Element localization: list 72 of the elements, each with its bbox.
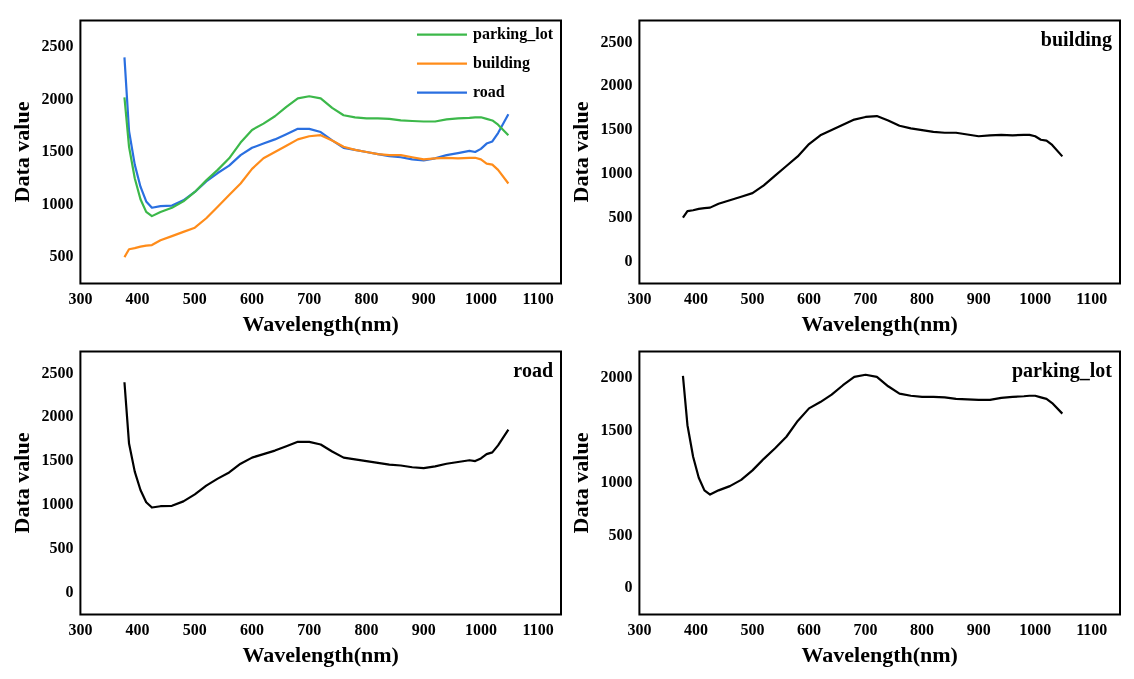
y-axis-title: Data value — [8, 432, 34, 534]
legend-label: building — [472, 53, 530, 72]
x-tick-label: 700 — [297, 621, 322, 639]
x-tick-label: 400 — [683, 290, 708, 308]
y-tick-label: 1000 — [41, 495, 74, 513]
x-axis-title: Wavelength(nm) — [242, 642, 399, 668]
x-tick-label: 900 — [411, 621, 436, 639]
y-tick-label: 1000 — [600, 473, 633, 491]
x-tick-label: 700 — [297, 290, 322, 308]
x-tick-label: 700 — [853, 621, 878, 639]
x-tick-label: 400 — [125, 290, 150, 308]
legend-label: road — [472, 82, 505, 100]
x-tick-label: 1000 — [1019, 621, 1052, 639]
x-tick-label: 300 — [68, 290, 93, 308]
x-tick-label: 500 — [740, 290, 765, 308]
chart-title: road — [513, 358, 553, 381]
x-tick-label: 300 — [68, 621, 93, 639]
x-tick-label: 800 — [354, 621, 379, 639]
x-tick-label: 1000 — [464, 290, 497, 308]
y-tick-label: 0 — [624, 251, 633, 269]
x-tick-label: 500 — [182, 621, 207, 639]
x-tick-label: 800 — [910, 621, 935, 639]
x-tick-label: 1100 — [1076, 621, 1108, 639]
y-tick-label: 1000 — [41, 194, 74, 212]
y-tick-label: 500 — [608, 525, 633, 543]
y-tick-label: 500 — [49, 538, 74, 556]
x-tick-label: 1000 — [1019, 290, 1052, 308]
y-tick-label: 0 — [65, 582, 74, 600]
x-tick-label: 900 — [966, 290, 991, 308]
y-axis-title: Data value — [567, 101, 593, 203]
x-axis-title: Wavelength(nm) — [801, 311, 958, 337]
chart-title: parking_lot — [1011, 358, 1113, 382]
y-tick-label: 500 — [49, 247, 74, 265]
y-tick-label: 2000 — [600, 368, 633, 386]
y-tick-label: 2000 — [41, 89, 74, 107]
y-tick-label: 1000 — [600, 164, 633, 182]
y-tick-label: 1500 — [600, 420, 633, 438]
x-tick-label: 600 — [240, 290, 265, 308]
y-axis-title: Data value — [8, 101, 34, 203]
x-axis-title: Wavelength(nm) — [242, 311, 399, 337]
x-tick-label: 1100 — [522, 290, 554, 308]
x-tick-label: 700 — [853, 290, 878, 308]
x-tick-label: 300 — [627, 290, 652, 308]
x-tick-label: 800 — [910, 290, 935, 308]
x-tick-label: 600 — [797, 621, 822, 639]
x-tick-label: 900 — [966, 621, 991, 639]
y-tick-label: 1500 — [600, 120, 633, 138]
y-tick-label: 1500 — [41, 451, 74, 469]
y-axis-title: Data value — [567, 432, 593, 534]
x-tick-label: 1100 — [1076, 290, 1108, 308]
x-tick-label: 400 — [125, 621, 150, 639]
y-tick-label: 2500 — [41, 363, 74, 381]
x-tick-label: 600 — [240, 621, 265, 639]
y-tick-label: 0 — [624, 578, 633, 596]
x-axis-title: Wavelength(nm) — [801, 642, 958, 668]
y-tick-label: 2000 — [600, 76, 633, 94]
x-tick-label: 500 — [740, 621, 765, 639]
x-tick-label: 1000 — [464, 621, 497, 639]
y-tick-label: 500 — [608, 207, 633, 225]
y-tick-label: 2500 — [41, 37, 74, 55]
x-tick-label: 500 — [182, 290, 207, 308]
x-tick-label: 300 — [627, 621, 652, 639]
x-tick-label: 900 — [411, 290, 436, 308]
y-tick-label: 2500 — [600, 32, 633, 50]
x-tick-label: 1100 — [522, 621, 554, 639]
x-tick-label: 800 — [354, 290, 379, 308]
legend-label: parking_lot — [472, 24, 554, 43]
x-tick-label: 400 — [683, 621, 708, 639]
y-tick-label: 2000 — [41, 407, 74, 425]
x-tick-label: 600 — [797, 290, 822, 308]
y-tick-label: 1500 — [41, 142, 74, 160]
chart-title: building — [1040, 27, 1112, 51]
